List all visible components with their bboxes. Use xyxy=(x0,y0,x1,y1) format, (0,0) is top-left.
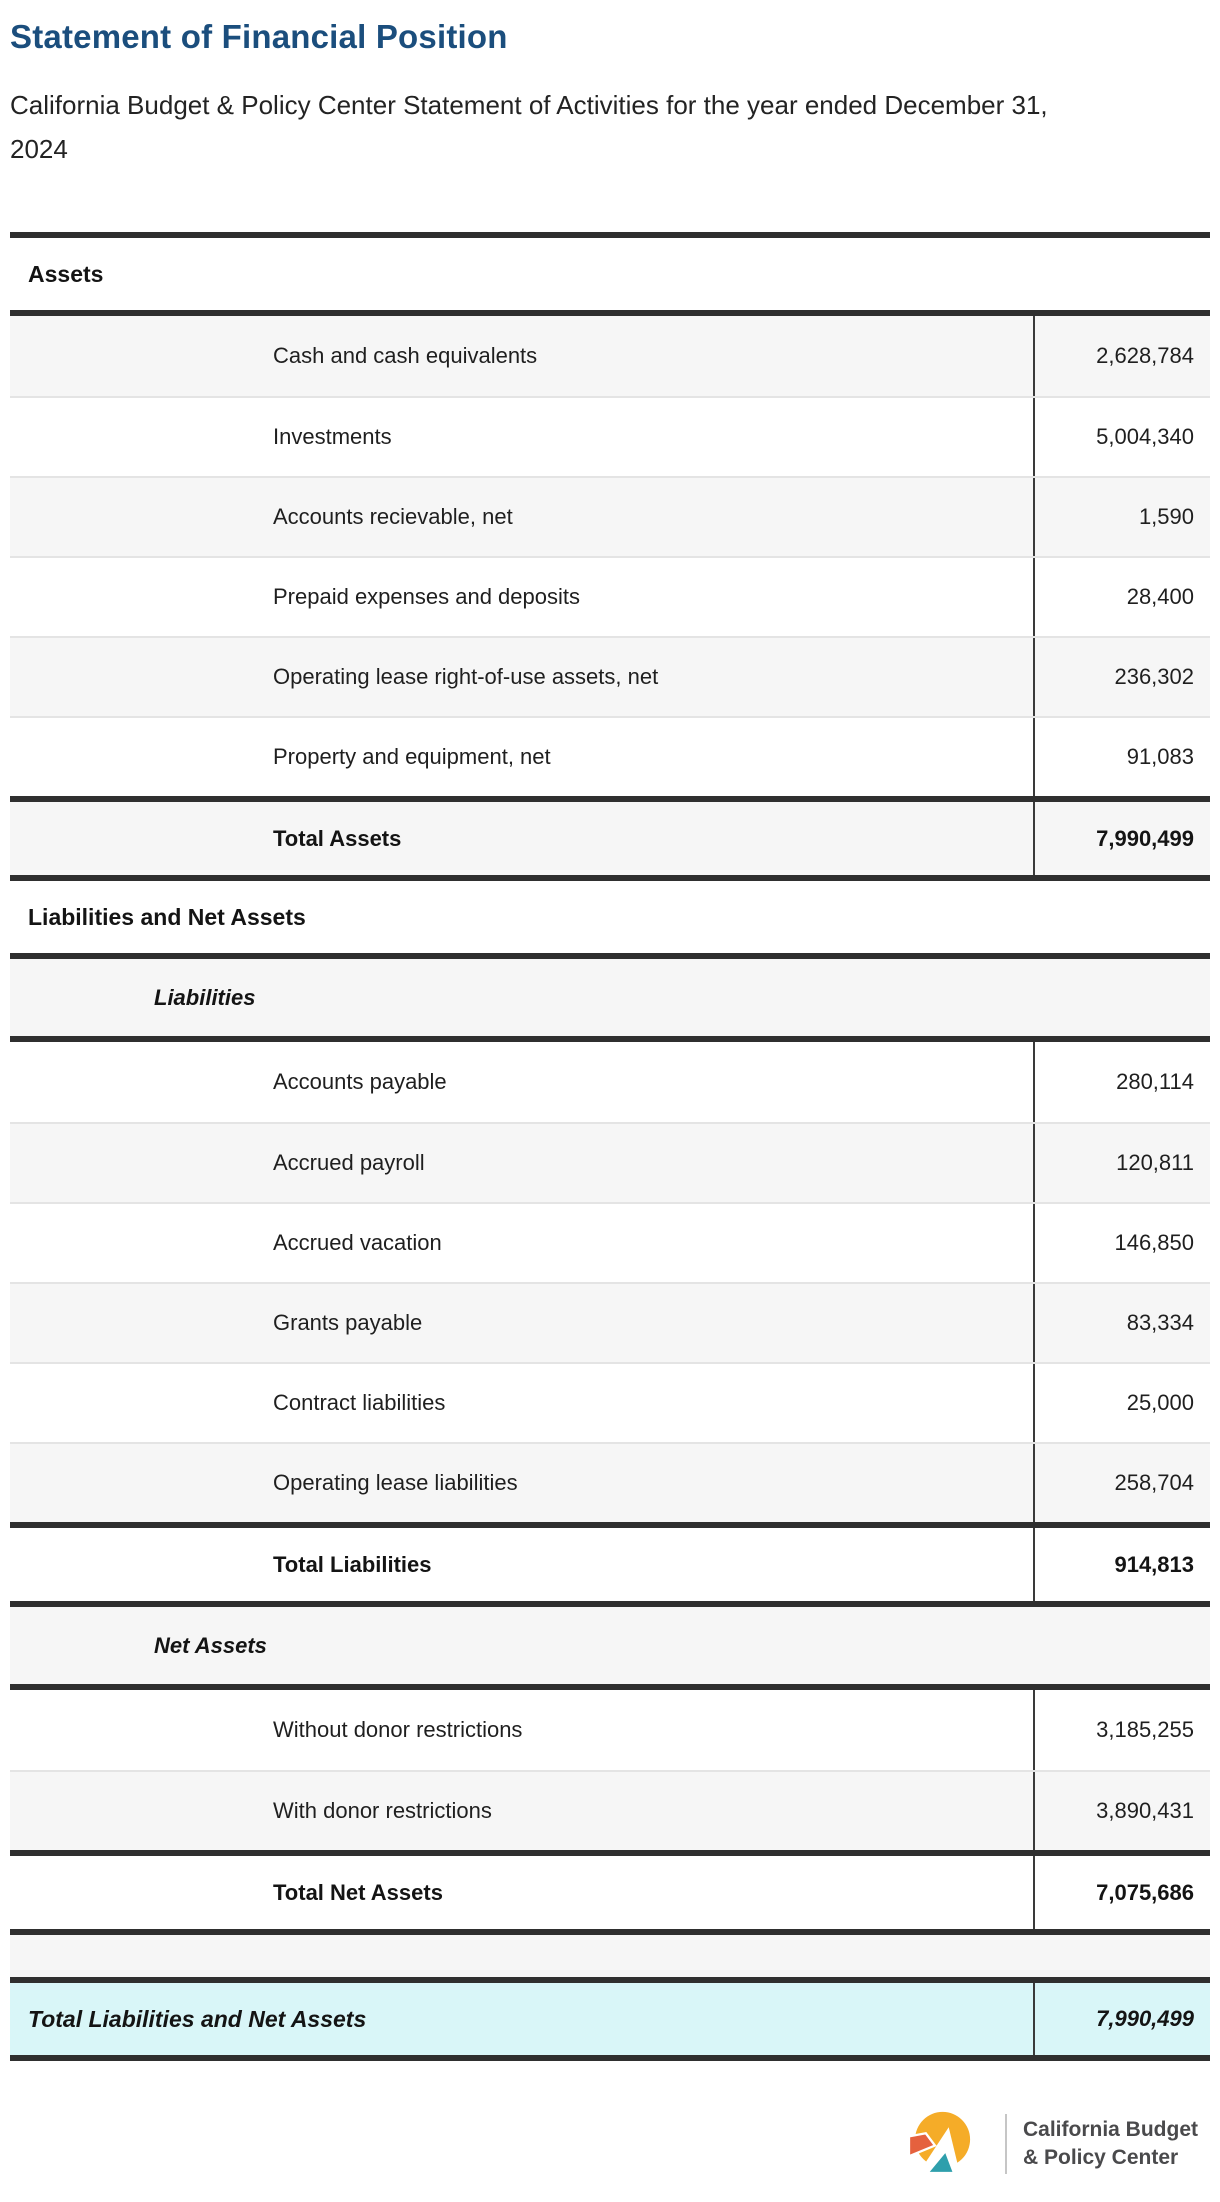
row-value: 258,704 xyxy=(1033,1444,1210,1523)
table-row-without-donor-restrictions: Without donor restrictions 3,185,255 xyxy=(10,1690,1210,1771)
grand-total-label: Total Liabilities and Net Assets xyxy=(28,2005,367,2032)
table-row-investments: Investments 5,004,340 xyxy=(10,396,1210,477)
total-label: Total Assets xyxy=(273,825,402,851)
total-value: 7,075,686 xyxy=(1033,1856,1210,1930)
section-header-label: Liabilities and Net Assets xyxy=(28,903,306,930)
total-row-total-net-assets: Total Net Assets 7,075,686 xyxy=(10,1850,1210,1936)
row-label: Without donor restrictions xyxy=(273,1717,523,1743)
table-row-contract-liabilities: Contract liabilities 25,000 xyxy=(10,1362,1210,1443)
total-label: Total Liabilities xyxy=(273,1551,432,1577)
page-title: Statement of Financial Position xyxy=(10,18,508,55)
logo-wordmark-line-2: & Policy Center xyxy=(1022,2146,1179,2170)
row-label: Grants payable xyxy=(273,1310,423,1336)
table-row-with-donor-restrictions: With donor restrictions 3,890,431 xyxy=(10,1770,1210,1851)
section-header-assets: Assets xyxy=(10,232,1210,317)
row-label: Operating lease right-of-use assets, net xyxy=(273,664,659,690)
table-row-accounts-receivable-net: Accounts recievable, net 1,590 xyxy=(10,476,1210,557)
row-label: Operating lease liabilities xyxy=(273,1470,518,1496)
subtitle-line-2: 2024 xyxy=(10,134,68,165)
logo-divider xyxy=(1004,2114,1007,2175)
row-value: 28,400 xyxy=(1033,558,1210,637)
logo-wordmark-line-1: California Budget xyxy=(1022,2118,1198,2142)
row-value: 280,114 xyxy=(1033,1042,1210,1123)
table-row-accounts-payable: Accounts payable 280,114 xyxy=(10,1042,1210,1123)
row-value: 1,590 xyxy=(1033,478,1210,557)
row-label: Accounts payable xyxy=(273,1069,447,1095)
total-label: Total Net Assets xyxy=(273,1879,443,1905)
total-row-total-assets: Total Assets 7,990,499 xyxy=(10,796,1210,882)
row-label: Accounts recievable, net xyxy=(273,504,513,530)
table-row-operating-lease-liabilities: Operating lease liabilities 258,704 xyxy=(10,1442,1210,1523)
total-value: 914,813 xyxy=(1033,1528,1210,1602)
spacer-row xyxy=(10,1935,1210,1984)
grand-total-value: 7,990,499 xyxy=(1033,1983,1210,2056)
page-subtitle: California Budget & Policy Center Statem… xyxy=(10,83,1210,171)
financial-position-table: Assets Cash and cash equivalents 2,628,7… xyxy=(10,232,1210,2062)
table-row-cash-and-cash-equivalents: Cash and cash equivalents 2,628,784 xyxy=(10,316,1210,397)
row-label: Accrued payroll xyxy=(273,1150,425,1176)
grand-total-row-total-liabilities-and-net-assets: Total Liabilities and Net Assets 7,990,4… xyxy=(10,1983,1210,2062)
logo-wordmark: California Budget & Policy Center xyxy=(1023,2116,1198,2172)
subsection-header-label: Liabilities xyxy=(154,984,256,1010)
row-value: 2,628,784 xyxy=(1033,316,1210,397)
table-row-prepaid-expenses-and-deposits: Prepaid expenses and deposits 28,400 xyxy=(10,556,1210,637)
row-label: Investments xyxy=(273,424,392,450)
row-label: Cash and cash equivalents xyxy=(273,343,538,369)
subsection-header-label: Net Assets xyxy=(154,1632,267,1658)
row-value: 25,000 xyxy=(1033,1364,1210,1443)
row-label: With donor restrictions xyxy=(273,1798,492,1824)
table-row-accrued-vacation: Accrued vacation 146,850 xyxy=(10,1202,1210,1283)
row-value: 3,890,431 xyxy=(1033,1772,1210,1851)
footer: California Budget & Policy Center xyxy=(0,2099,1220,2189)
row-label: Contract liabilities xyxy=(273,1390,446,1416)
row-value: 120,811 xyxy=(1033,1124,1210,1203)
row-value: 146,850 xyxy=(1033,1204,1210,1283)
table-row-property-and-equipment-net: Property and equipment, net 91,083 xyxy=(10,716,1210,797)
subsection-header-liabilities: Liabilities xyxy=(10,959,1210,1043)
row-value: 5,004,340 xyxy=(1033,398,1210,477)
table-row-accrued-payroll: Accrued payroll 120,811 xyxy=(10,1122,1210,1203)
table-row-operating-lease-right-of-use-assets: Operating lease right-of-use assets, net… xyxy=(10,636,1210,717)
document-header: Statement of Financial Position Californ… xyxy=(0,0,1220,171)
subtitle-line-1: California Budget & Policy Center Statem… xyxy=(10,90,1048,121)
row-label: Accrued vacation xyxy=(273,1230,442,1256)
row-label: Prepaid expenses and deposits xyxy=(273,584,580,610)
total-value: 7,990,499 xyxy=(1033,802,1210,876)
row-value: 91,083 xyxy=(1033,718,1210,797)
row-label: Property and equipment, net xyxy=(273,744,551,770)
section-header-liabilities-and-net-assets: Liabilities and Net Assets xyxy=(10,881,1210,960)
subsection-header-net-assets: Net Assets xyxy=(10,1607,1210,1691)
table-row-grants-payable: Grants payable 83,334 xyxy=(10,1282,1210,1363)
row-value: 83,334 xyxy=(1033,1284,1210,1363)
section-header-label: Assets xyxy=(28,260,104,287)
california-budget-policy-center-logo-icon xyxy=(908,2112,971,2181)
total-row-total-liabilities: Total Liabilities 914,813 xyxy=(10,1522,1210,1608)
row-value: 3,185,255 xyxy=(1033,1690,1210,1771)
row-value: 236,302 xyxy=(1033,638,1210,717)
